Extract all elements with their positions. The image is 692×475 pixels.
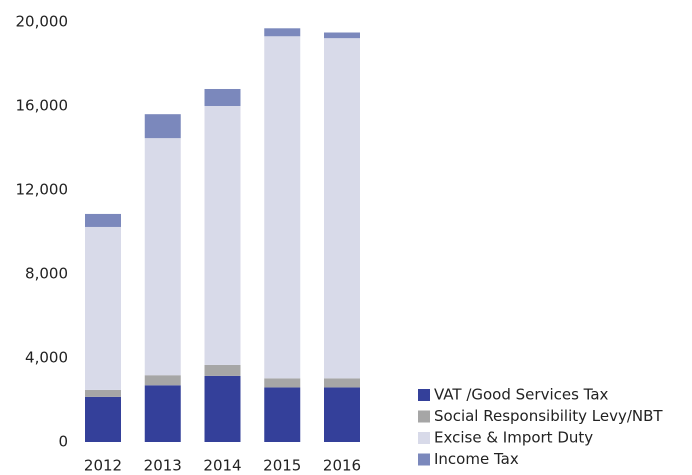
x-tick-label: 2014 <box>203 457 241 475</box>
bar-segment <box>264 378 301 388</box>
bar-segment <box>85 226 121 390</box>
x-tick-label: 2012 <box>84 457 122 475</box>
bar-segment <box>324 387 360 442</box>
bar-segment <box>204 375 241 442</box>
bar-segment <box>324 378 360 388</box>
bar-segment <box>204 364 241 376</box>
y-tick-label: 12,000 <box>16 181 69 199</box>
bar-segment <box>144 138 181 376</box>
bar-segment <box>85 389 121 397</box>
legend-swatch <box>418 453 430 466</box>
y-tick-label: 0 <box>58 433 68 451</box>
x-tick-label: 2016 <box>323 457 361 475</box>
x-tick-label: 2013 <box>144 457 182 475</box>
bar-segment <box>264 28 301 37</box>
bar-segment <box>264 387 301 442</box>
y-tick-label: 8,000 <box>25 265 68 283</box>
y-tick-label: 20,000 <box>16 13 69 31</box>
legend-swatch <box>418 432 430 444</box>
bar-segment <box>144 385 181 442</box>
bar-segment <box>144 375 181 386</box>
y-tick-label: 16,000 <box>16 97 69 115</box>
y-tick-label: 4,000 <box>25 349 68 367</box>
bar-segment <box>204 88 241 106</box>
legend-label: Excise & Import Duty <box>434 429 593 447</box>
legend-label: VAT /Good Services Tax <box>434 386 609 404</box>
bar-segment <box>324 38 360 379</box>
bar-segment <box>324 32 360 39</box>
bar-segment <box>264 36 301 379</box>
x-tick-label: 2015 <box>263 457 301 475</box>
legend-label: Social Responsibility Levy/NBT <box>434 407 663 425</box>
bar-segment <box>204 106 241 365</box>
legend-swatch <box>418 410 430 423</box>
legend-label: Income Tax <box>434 450 519 468</box>
bar-segment <box>85 213 121 227</box>
bar-segment <box>144 114 181 139</box>
bar-segment <box>85 396 121 442</box>
legend-swatch <box>418 389 430 401</box>
